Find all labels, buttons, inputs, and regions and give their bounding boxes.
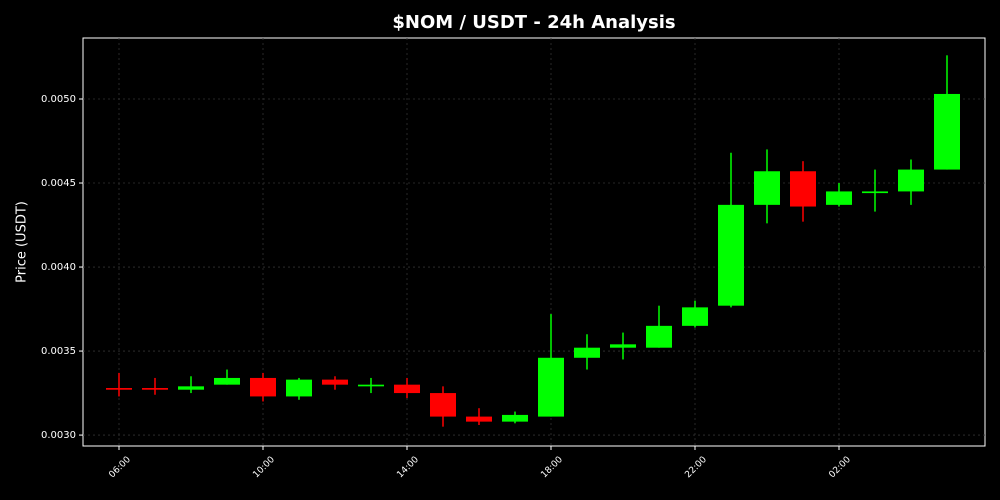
- candle-body: [682, 307, 708, 326]
- candle-body: [286, 379, 312, 397]
- y-tick-label: 0.0030: [41, 430, 76, 441]
- chart-title: $NOM / USDT - 24h Analysis: [392, 12, 675, 33]
- candle-body: [358, 384, 384, 387]
- candle-body: [178, 386, 204, 390]
- y-tick-label: 0.0050: [41, 94, 76, 105]
- candle-body: [466, 416, 492, 422]
- candle-body: [574, 347, 600, 358]
- candle-body: [538, 357, 564, 417]
- y-tick-label: 0.0035: [41, 346, 76, 357]
- candle-body: [718, 204, 744, 306]
- y-axis-label: Price (USDT): [15, 201, 30, 283]
- candle-body: [862, 191, 888, 194]
- candle-body: [430, 393, 456, 417]
- y-tick-label: 0.0040: [41, 262, 76, 273]
- candle-body: [106, 388, 132, 390]
- y-tick-label: 0.0045: [41, 178, 76, 189]
- candle-body: [790, 171, 816, 207]
- candle-body: [394, 384, 420, 394]
- candle-body: [502, 414, 528, 422]
- candle-body: [934, 93, 960, 170]
- candle-body: [646, 325, 672, 348]
- candle-body: [754, 171, 780, 205]
- candle-body: [826, 191, 852, 205]
- candle-body: [322, 379, 348, 385]
- candle-body: [610, 344, 636, 348]
- candle-body: [214, 377, 240, 385]
- candle-body: [898, 169, 924, 192]
- candle-body: [250, 377, 276, 397]
- candle-body: [142, 388, 168, 390]
